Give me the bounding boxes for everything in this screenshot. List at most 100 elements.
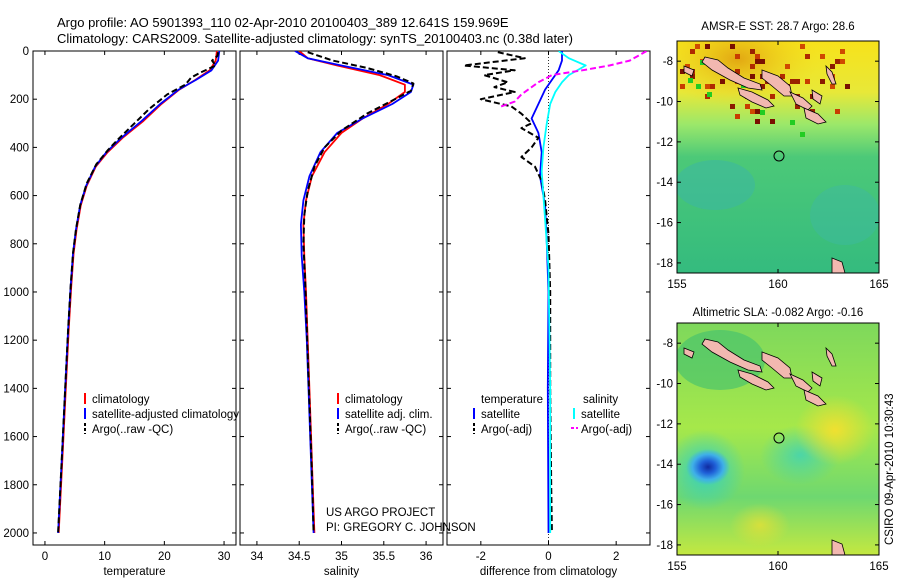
- sst-pixel: [800, 44, 805, 49]
- sst-pixel: [785, 64, 790, 69]
- y-tick-label: 800: [10, 239, 29, 251]
- series-line-temperature-argo-adj: [462, 51, 553, 534]
- salinity-frame: [239, 50, 444, 546]
- sst-pixel: [720, 79, 725, 84]
- argo-location-marker: [773, 150, 785, 162]
- y-tick-label: 400: [10, 142, 29, 154]
- sla-map-axes: 155 160 165 -8 -10 -12 -14 -16 -18: [656, 323, 889, 573]
- sst-pixel: [690, 74, 695, 79]
- x-tick-label: 20: [158, 551, 171, 563]
- x-tick-label: 155: [667, 279, 686, 291]
- sst-pixel: [845, 84, 850, 89]
- y-tick-label: -18: [656, 540, 673, 552]
- sst-pixel: [750, 64, 755, 69]
- sst-pixel: [755, 119, 760, 124]
- x-tick-label: 10: [98, 551, 111, 563]
- sst-map-axes: 155 160 165 -8 -10 -12 -14 -16 -18: [656, 41, 889, 291]
- series-line-argo-raw-qc: [302, 51, 415, 534]
- sst-pixel: [790, 120, 795, 125]
- sla-map-title: Altimetric SLA: -0.082 Argo: -0.16: [693, 307, 864, 319]
- sst-pixel: [820, 79, 825, 84]
- legend-header-salinity: salinity: [583, 394, 618, 406]
- sla-yellow-patch: [730, 503, 790, 547]
- x-tick-label: 165: [869, 279, 888, 291]
- legend-header-temperature: temperature: [481, 394, 543, 406]
- sst-pixel: [835, 59, 840, 64]
- legend-label-temp-argo: Argo(-adj): [481, 424, 532, 436]
- island-shape: [701, 56, 763, 91]
- y-tick-label: 2000: [3, 528, 29, 540]
- sst-pixel: [790, 79, 795, 84]
- sst-pixel: [840, 49, 845, 54]
- series-line-satellite-adj-clim: [294, 51, 415, 534]
- sst-pixel: [830, 84, 835, 89]
- legend-label-satellite: satellite adj. clim.: [345, 409, 433, 421]
- island-shape: [737, 369, 775, 391]
- y-tick-label: -14: [656, 177, 673, 189]
- island-shape: [683, 65, 695, 77]
- series-line-salinity-satellite: [540, 51, 587, 533]
- temperature-panel: 0 200 400 600 800 1000 1200 1400 1600 1800 2000 0 10…: [3, 46, 237, 578]
- sst-pixel: [755, 109, 760, 114]
- difference-xlabel: difference from climatology: [480, 566, 617, 578]
- y-tick-label: 600: [10, 191, 29, 203]
- salinity-xlabel: salinity: [324, 566, 359, 578]
- timestamp-label: CSIRO 09-Apr-2010 10:30:43: [884, 393, 896, 545]
- y-tick-label: 1600: [3, 432, 29, 444]
- sst-pixel: [805, 79, 810, 84]
- y-tick-label: 1800: [3, 480, 29, 492]
- island-shape: [761, 69, 793, 97]
- island-shape: [701, 338, 763, 373]
- legend-label-climatology: climatology: [345, 394, 403, 406]
- sst-pixel: [695, 44, 700, 49]
- series-line-argo-raw-qc: [57, 52, 220, 534]
- sst-pixel: [735, 114, 740, 119]
- sla-map: Altimetric SLA: -0.082 Argo: -0.16: [656, 307, 888, 573]
- temperature-frame: [32, 50, 237, 546]
- pi-label: PI: GREGORY C. JOHNSON: [326, 522, 476, 534]
- island-shape: [831, 539, 846, 555]
- legend-label-sal-argo: Argo(-adj): [581, 424, 632, 436]
- x-tick-label: 165: [869, 561, 888, 573]
- sst-pixel: [680, 69, 685, 74]
- sst-pixel: [835, 109, 840, 114]
- sst-pixel: [755, 54, 760, 59]
- y-tick-label: -12: [656, 419, 673, 431]
- x-tick-label: 160: [768, 279, 787, 291]
- project-label: US ARGO PROJECT: [326, 507, 435, 519]
- legend-label-satellite: satellite-adjusted climatology: [92, 409, 239, 421]
- sst-map-title: AMSR-E SST: 28.7 Argo: 28.6: [701, 21, 854, 33]
- sst-pixel: [770, 94, 775, 99]
- sst-pixel: [680, 84, 685, 89]
- y-tick-label: -16: [656, 500, 673, 512]
- island-shape: [825, 346, 837, 367]
- sst-map: AMSR-E SST: 28.7 Argo: 28.6 155 160 165 -8 -…: [656, 21, 888, 291]
- y-tick-label: -16: [656, 218, 673, 230]
- legend-label-climatology: climatology: [92, 394, 150, 406]
- sla-yellow-patch: [795, 395, 875, 465]
- sst-pixel: [750, 109, 755, 114]
- temperature-legend: climatology satellite-adjusted climatolo…: [84, 393, 239, 436]
- y-tick-label: 0: [23, 46, 29, 58]
- island-shape: [803, 389, 827, 407]
- difference-legend: temperature salinity satellite satellite…: [473, 394, 632, 436]
- x-tick-label: 155: [667, 561, 686, 573]
- sst-pixel: [705, 84, 710, 89]
- sst-pixel: [710, 84, 715, 89]
- x-tick-label: 34.5: [288, 551, 310, 563]
- sst-pixel: [760, 59, 765, 64]
- sst-pixel: [705, 44, 710, 49]
- x-tick-label: 0: [545, 551, 551, 563]
- sst-pixel: [840, 59, 845, 64]
- y-tick-label: -8: [663, 338, 673, 350]
- y-tick-label: 1200: [3, 335, 29, 347]
- x-tick-label: 0: [42, 551, 48, 563]
- sst-pixel: [750, 74, 755, 79]
- sst-pixel: [745, 104, 750, 109]
- series-line-salinity-argo-adj: [500, 51, 648, 108]
- x-tick-label: 2: [613, 551, 619, 563]
- sst-pixel: [685, 64, 690, 69]
- salinity-panel: 34 34.5 35 35.5 36 salinity: [239, 50, 444, 578]
- island-shape: [811, 371, 823, 387]
